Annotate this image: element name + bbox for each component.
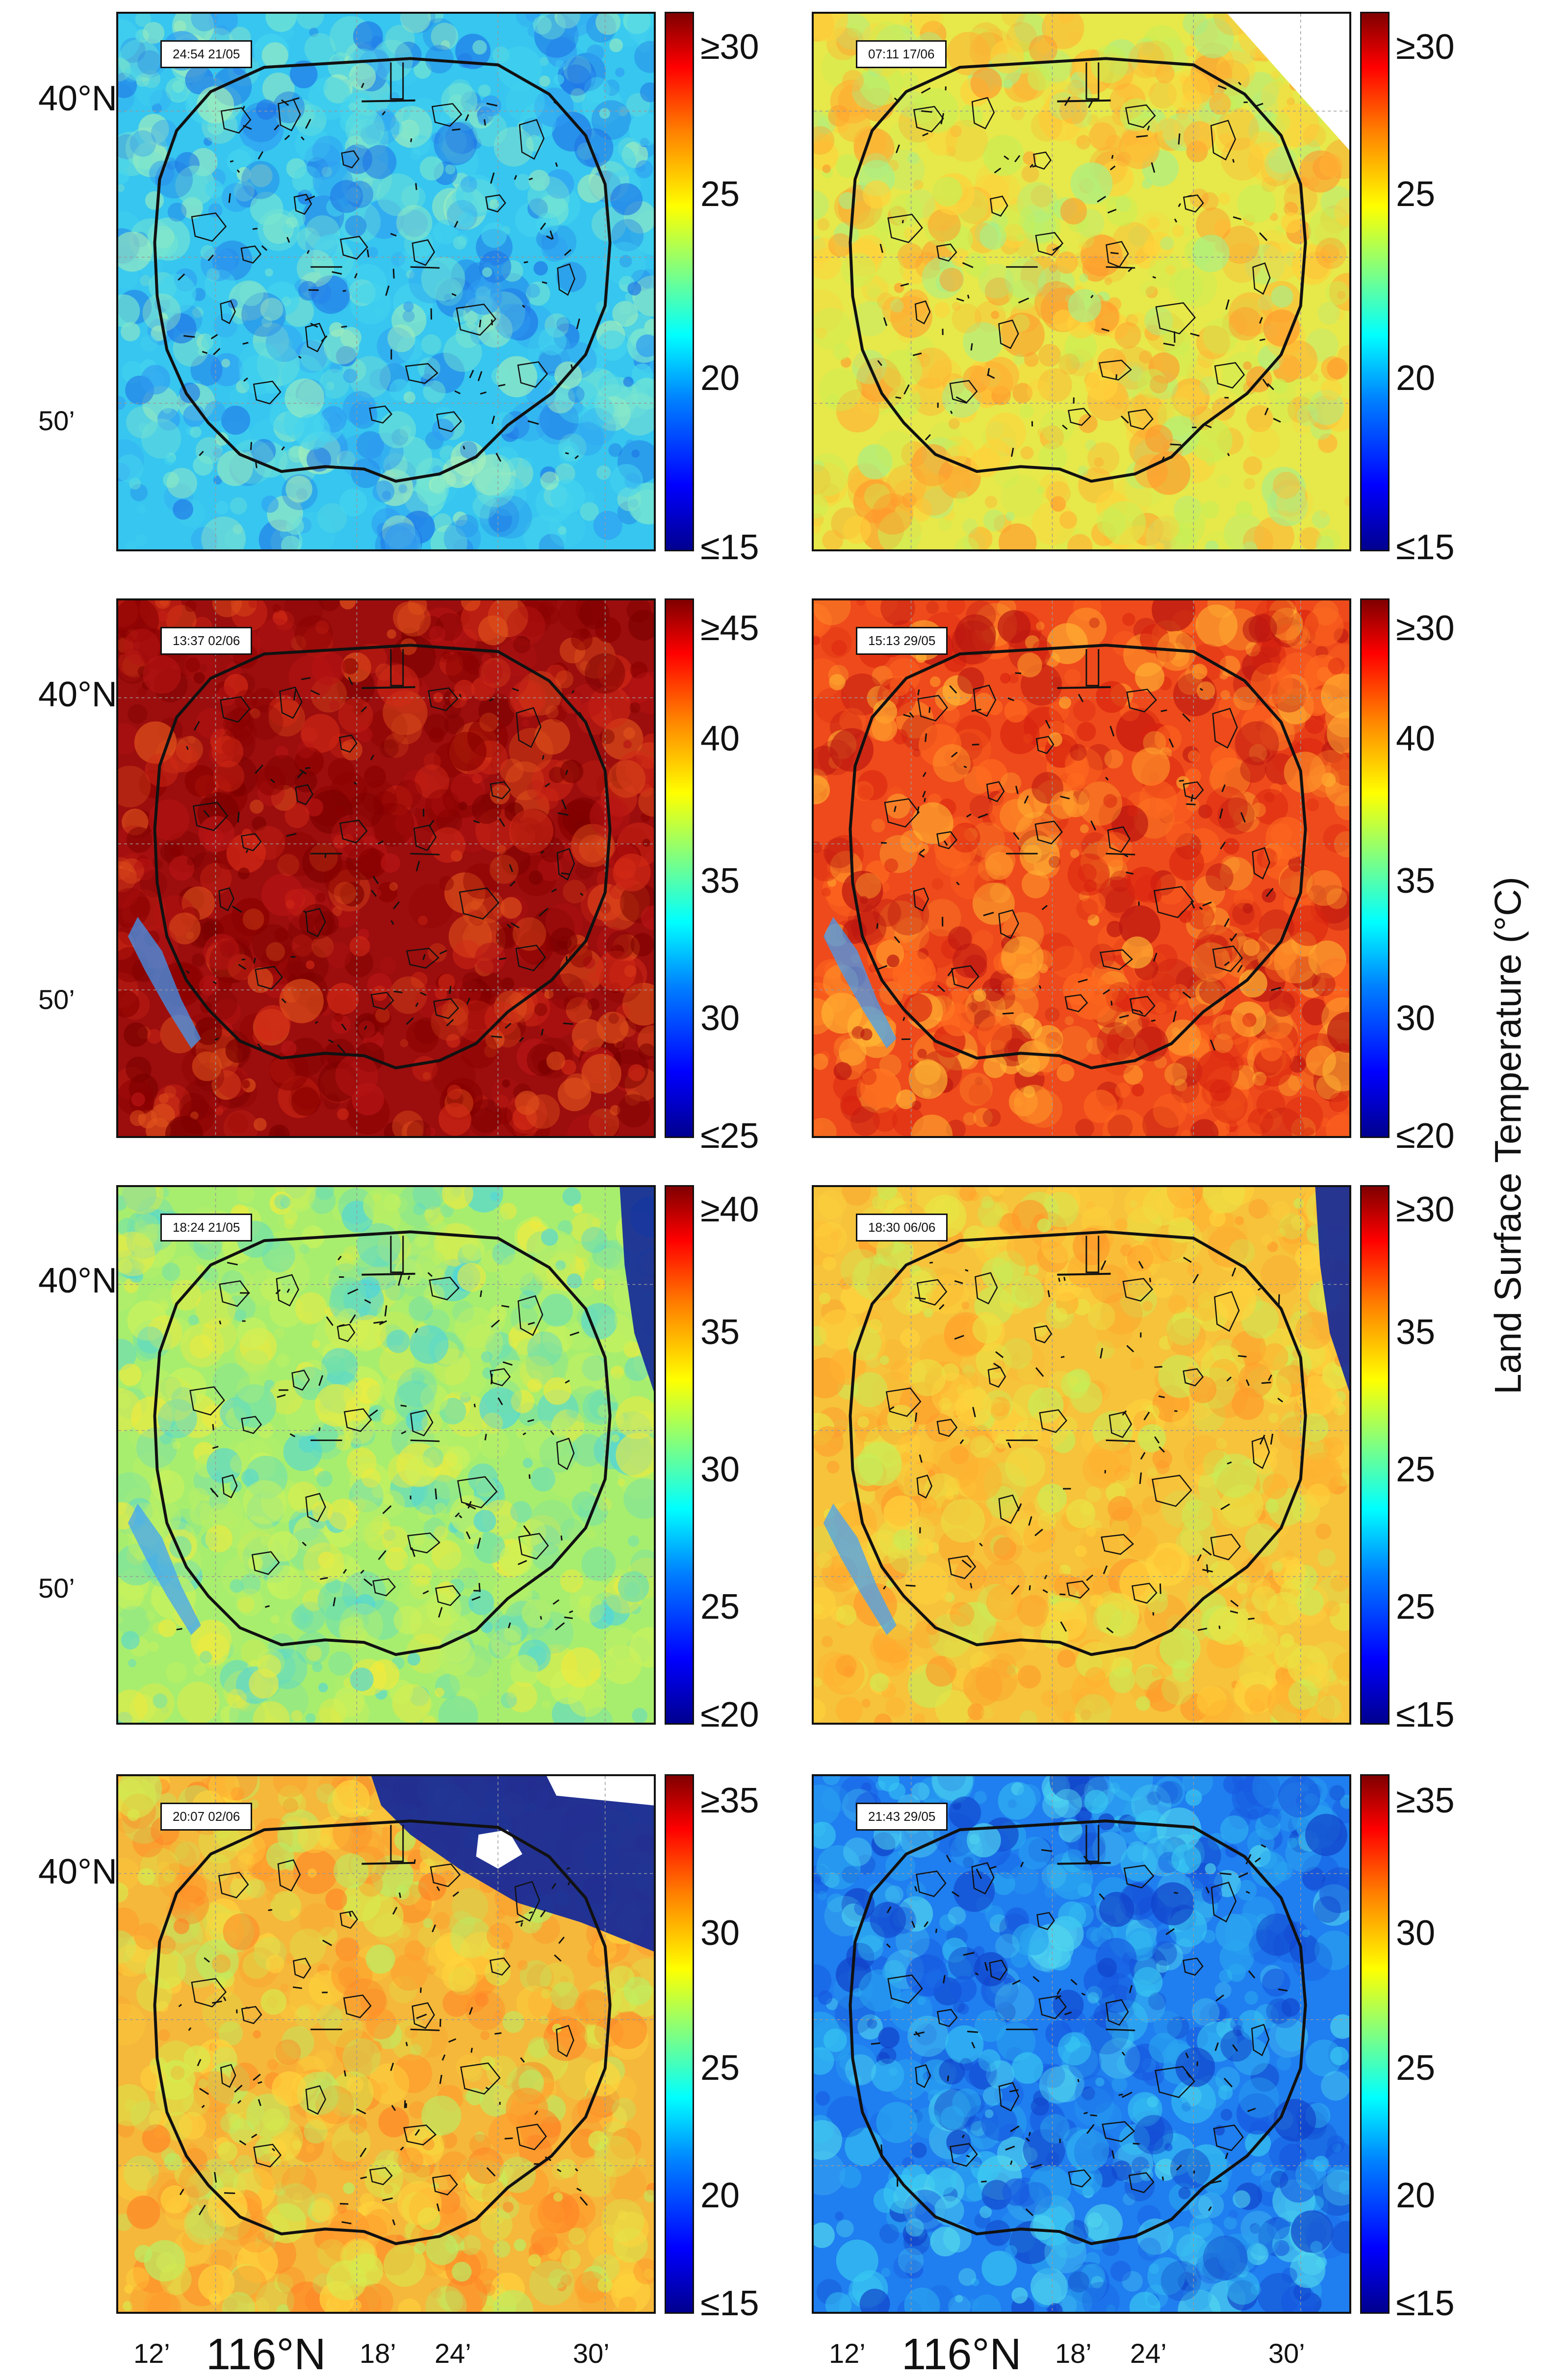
colorbar-tick-label: 25 (1396, 1450, 1436, 1489)
colorbar-tick-label: 20 (700, 2176, 740, 2215)
map-svg (118, 1776, 654, 2312)
colorbar-tick-label: ≥30 (1396, 27, 1455, 67)
timestamp-label: 13:37 02/06 (160, 627, 253, 655)
map-svg (118, 600, 654, 1136)
map-panel: 24:54 21/05 (116, 12, 656, 551)
latitude-label: 40°N (38, 675, 117, 714)
colorbar-tick-label: 35 (700, 1313, 740, 1352)
colorbar-tick-label: 20 (1396, 359, 1436, 398)
timestamp-label: 21:43 29/05 (856, 1803, 948, 1831)
colorbar-tick-label: ≥35 (700, 1781, 759, 1820)
colorbar-tick-label: 35 (1396, 861, 1436, 901)
colorbar-tick-label: 35 (1396, 1313, 1436, 1352)
colorbar (665, 598, 694, 1138)
timestamp-label: 18:24 21/05 (160, 1214, 253, 1242)
map-svg (814, 14, 1349, 549)
colorbar-tick-label: 30 (700, 1450, 740, 1489)
map-svg (118, 1187, 654, 1723)
colorbar-tick-label: ≤15 (1396, 2284, 1455, 2323)
map-svg (814, 600, 1349, 1136)
map-svg (814, 1187, 1349, 1723)
colorbar-tick-label: 25 (700, 2048, 740, 2088)
colorbar-tick-label: ≤15 (700, 2284, 759, 2323)
colorbar (665, 1774, 694, 2314)
timestamp-label: 07:11 17/06 (856, 40, 947, 68)
colorbar-tick-label: 30 (700, 1914, 740, 1953)
timestamp-label: 24:54 21/05 (160, 40, 253, 68)
latitude-label: 50’ (38, 405, 75, 436)
timestamp-label: 20:07 02/06 (160, 1803, 253, 1831)
map-panel: 07:11 17/06 (812, 12, 1351, 551)
latitude-label: 40°N (38, 1852, 117, 1891)
longitude-label: 24’ (1130, 2338, 1167, 2369)
colorbar-tick-label: ≥45 (700, 609, 759, 648)
map-panel: 13:37 02/06 (116, 598, 656, 1138)
colorbar-tick-label: 25 (700, 175, 740, 214)
colorbar (665, 1185, 694, 1725)
longitude-label: 12’ (829, 2338, 866, 2369)
longitude-label: 18’ (360, 2338, 396, 2369)
map-panel: 18:30 06/06 (812, 1185, 1351, 1725)
map-svg (814, 1776, 1349, 2312)
latitude-label: 50’ (38, 984, 75, 1015)
longitude-label: 12’ (133, 2338, 170, 2369)
colorbar-tick-label: ≤20 (700, 1695, 759, 1734)
colorbar (665, 12, 694, 551)
map-panel: 21:43 29/05 (812, 1774, 1351, 2314)
colorbar (1360, 1774, 1390, 2314)
colorbar-tick-label: 25 (1396, 1587, 1436, 1627)
colorbar-tick-label: 20 (700, 359, 740, 398)
colorbar-tick-label: 40 (1396, 719, 1436, 758)
map-svg (118, 14, 654, 549)
timestamp-label: 18:30 06/06 (856, 1214, 948, 1242)
latitude-label: 40°N (38, 1261, 117, 1300)
colorbar-tick-label: ≤25 (700, 1116, 759, 1156)
colorbar (1360, 12, 1390, 551)
colorbar-title-text: Land Surface Temperature (°C) (1487, 877, 1529, 1395)
longitude-label: 116°N (901, 2330, 1022, 2379)
colorbar-tick-label: ≥30 (1396, 609, 1455, 648)
colorbar-tick-label: 25 (1396, 175, 1436, 214)
colorbar-tick-label: ≤20 (1396, 1116, 1455, 1156)
map-panel: 18:24 21/05 (116, 1185, 656, 1725)
colorbar-tick-label: 30 (1396, 999, 1436, 1038)
colorbar-tick-label: 20 (1396, 2176, 1436, 2215)
colorbar-tick-label: 35 (700, 861, 740, 901)
longitude-label: 116°N (206, 2330, 326, 2379)
colorbar-tick-label: 30 (1396, 1914, 1436, 1953)
longitude-label: 30’ (573, 2338, 610, 2369)
colorbar-tick-label: ≥30 (700, 27, 759, 67)
map-panel: 15:13 29/05 (812, 598, 1351, 1138)
colorbar-tick-label: 25 (1396, 2048, 1436, 2088)
colorbar-tick-label: ≥40 (700, 1190, 759, 1229)
longitude-label: 24’ (435, 2338, 471, 2369)
timestamp-label: 15:13 29/05 (856, 627, 948, 655)
colorbar-tick-label: ≥35 (1396, 1781, 1455, 1820)
colorbar (1360, 598, 1390, 1138)
colorbar-tick-label: 25 (700, 1587, 740, 1627)
colorbar-tick-label: ≤15 (700, 528, 759, 567)
longitude-label: 18’ (1055, 2338, 1092, 2369)
colorbar-tick-label: 40 (700, 719, 740, 758)
colorbar (1360, 1185, 1390, 1725)
colorbar-tick-label: 30 (700, 999, 740, 1038)
latitude-label: 40°N (38, 79, 117, 118)
latitude-label: 50’ (38, 1573, 75, 1604)
colorbar-tick-label: ≤15 (1396, 528, 1455, 567)
colorbar-tick-label: ≥30 (1396, 1190, 1455, 1229)
colorbar-tick-label: ≤15 (1396, 1695, 1455, 1734)
map-panel: 20:07 02/06 (116, 1774, 656, 2314)
longitude-label: 30’ (1268, 2338, 1305, 2369)
